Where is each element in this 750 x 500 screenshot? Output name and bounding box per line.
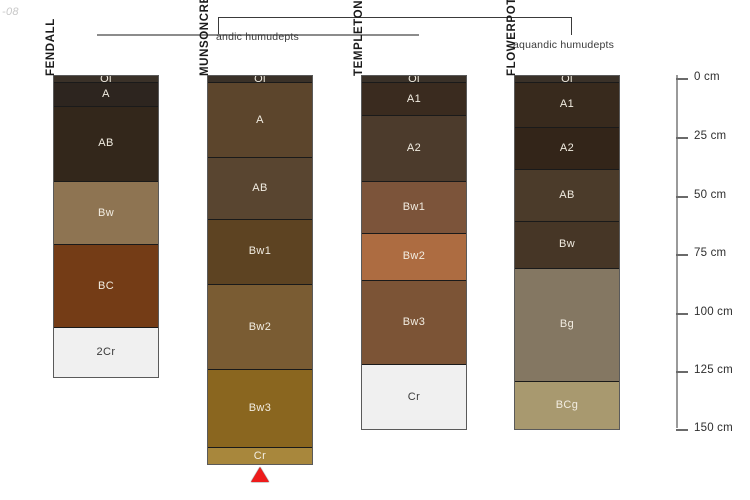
- depth-tick-0: [676, 78, 688, 80]
- horizon-templeton-a2[interactable]: A2: [362, 115, 466, 182]
- taxonomy-label-aquandic-humudepts: aquandic humudepts: [513, 39, 615, 51]
- taxonomy-bracket-tick-left: [218, 17, 219, 35]
- horizon-label: Bw2: [402, 250, 426, 263]
- horizon-templeton-bw3[interactable]: Bw3: [362, 280, 466, 366]
- taxonomy-group-rule: [97, 34, 419, 36]
- horizon-label: Bg: [559, 318, 575, 331]
- depth-tick-label-150: 150 cm: [694, 422, 733, 434]
- horizon-flowerpot-oi[interactable]: Oi: [515, 76, 619, 84]
- taxonomy-bracket-tick-right: [571, 17, 572, 35]
- horizon-label: A: [256, 113, 264, 126]
- horizon-munsoncreek-cr[interactable]: Cr: [208, 447, 312, 465]
- horizon-column-munsoncreek: Oi A AB Bw1 Bw2 Bw3 Cr: [207, 75, 313, 466]
- horizon-flowerpot-bg[interactable]: Bg: [515, 268, 619, 382]
- horizon-label: Oi: [408, 76, 420, 84]
- depth-tick-125: [676, 371, 688, 373]
- depth-tick-25: [676, 137, 688, 139]
- corner-code-label: -08: [2, 6, 19, 18]
- horizon-flowerpot-bcg[interactable]: BCg: [515, 381, 619, 429]
- horizon-templeton-bw2[interactable]: Bw2: [362, 233, 466, 281]
- horizon-munsoncreek-a[interactable]: A: [208, 83, 312, 159]
- horizon-munsoncreek-bw2[interactable]: Bw2: [208, 285, 312, 371]
- horizon-label: Bw: [97, 206, 115, 219]
- horizon-label: Bw1: [402, 200, 426, 213]
- horizon-label: 2Cr: [96, 345, 116, 358]
- horizon-flowerpot-ab[interactable]: AB: [515, 170, 619, 222]
- depth-scale: 0 cm 25 cm 50 cm 75 cm 100 cm 125 cm 150 cm: [668, 70, 750, 440]
- horizon-label: AB: [559, 188, 575, 201]
- horizon-munsoncreek-ab[interactable]: AB: [208, 158, 312, 220]
- horizon-flowerpot-bw[interactable]: Bw: [515, 221, 619, 269]
- horizon-label: Oi: [561, 76, 573, 84]
- horizon-label: A: [102, 87, 110, 100]
- red-triangle-marker: [251, 467, 269, 483]
- taxonomy-label-andic-humudepts: andic humudepts: [216, 31, 299, 43]
- horizon-fendall-2cr[interactable]: 2Cr: [54, 327, 158, 378]
- horizon-fendall-bc[interactable]: BC: [54, 245, 158, 328]
- depth-tick-75: [676, 254, 688, 256]
- horizon-label: Bw1: [248, 245, 272, 258]
- horizon-flowerpot-a2[interactable]: A2: [515, 127, 619, 171]
- site-name-munsoncreek: MUNSONCREEK: [199, 0, 211, 76]
- horizon-templeton-a1[interactable]: A1: [362, 83, 466, 116]
- depth-tick-label-50: 50 cm: [694, 189, 727, 201]
- horizon-label: A1: [406, 92, 422, 105]
- horizon-label: Oi: [100, 76, 112, 84]
- horizon-label: Cr: [407, 390, 421, 403]
- horizon-label: A1: [559, 98, 575, 111]
- horizon-fendall-a[interactable]: A: [54, 83, 158, 107]
- horizon-label: Bw3: [402, 316, 426, 329]
- horizon-templeton-cr[interactable]: Cr: [362, 365, 466, 429]
- depth-scale-spine: [676, 75, 678, 428]
- horizon-label: BCg: [555, 398, 579, 411]
- depth-tick-100: [676, 313, 688, 315]
- depth-tick-label-0: 0 cm: [694, 71, 720, 83]
- horizon-munsoncreek-oi[interactable]: Oi: [208, 76, 312, 84]
- horizon-column-fendall: Oi A AB Bw BC 2Cr: [53, 75, 159, 379]
- depth-tick-label-125: 125 cm: [694, 364, 733, 376]
- taxonomy-bracket-line: [218, 17, 572, 18]
- horizon-label: AB: [252, 181, 268, 194]
- horizon-label: Bw: [558, 238, 576, 251]
- horizon-label: Bw3: [248, 401, 272, 414]
- horizon-templeton-bw1[interactable]: Bw1: [362, 181, 466, 234]
- horizon-munsoncreek-bw1[interactable]: Bw1: [208, 219, 312, 286]
- taxonomy-bracket-group: andic humudepts aquandic humudepts: [0, 0, 750, 60]
- horizon-label: Oi: [254, 76, 266, 84]
- depth-tick-label-75: 75 cm: [694, 247, 727, 259]
- horizon-label: Bw2: [248, 320, 272, 333]
- depth-tick-50: [676, 196, 688, 198]
- horizon-flowerpot-a1[interactable]: A1: [515, 83, 619, 128]
- depth-tick-150: [676, 429, 688, 431]
- depth-tick-label-25: 25 cm: [694, 130, 727, 142]
- horizon-column-templeton: Oi A1 A2 Bw1 Bw2 Bw3 Cr: [361, 75, 467, 430]
- site-name-flowerpot: FLOWERPOT: [506, 0, 518, 76]
- horizon-fendall-bw[interactable]: Bw: [54, 181, 158, 246]
- horizon-templeton-oi[interactable]: Oi: [362, 76, 466, 84]
- horizon-column-flowerpot: Oi A1 A2 AB Bw Bg BCg: [514, 75, 620, 430]
- horizon-fendall-oi[interactable]: Oi: [54, 76, 158, 84]
- horizon-label: AB: [98, 137, 114, 150]
- site-name-templeton: TEMPLETON: [353, 0, 365, 76]
- horizon-label: A2: [406, 141, 422, 154]
- horizon-munsoncreek-bw3[interactable]: Bw3: [208, 370, 312, 448]
- depth-tick-label-100: 100 cm: [694, 306, 733, 318]
- site-name-fendall: FENDALL: [45, 18, 57, 76]
- horizon-label: BC: [97, 279, 115, 292]
- horizon-fendall-ab[interactable]: AB: [54, 106, 158, 182]
- horizon-label: Cr: [253, 449, 267, 462]
- horizon-label: A2: [559, 141, 575, 154]
